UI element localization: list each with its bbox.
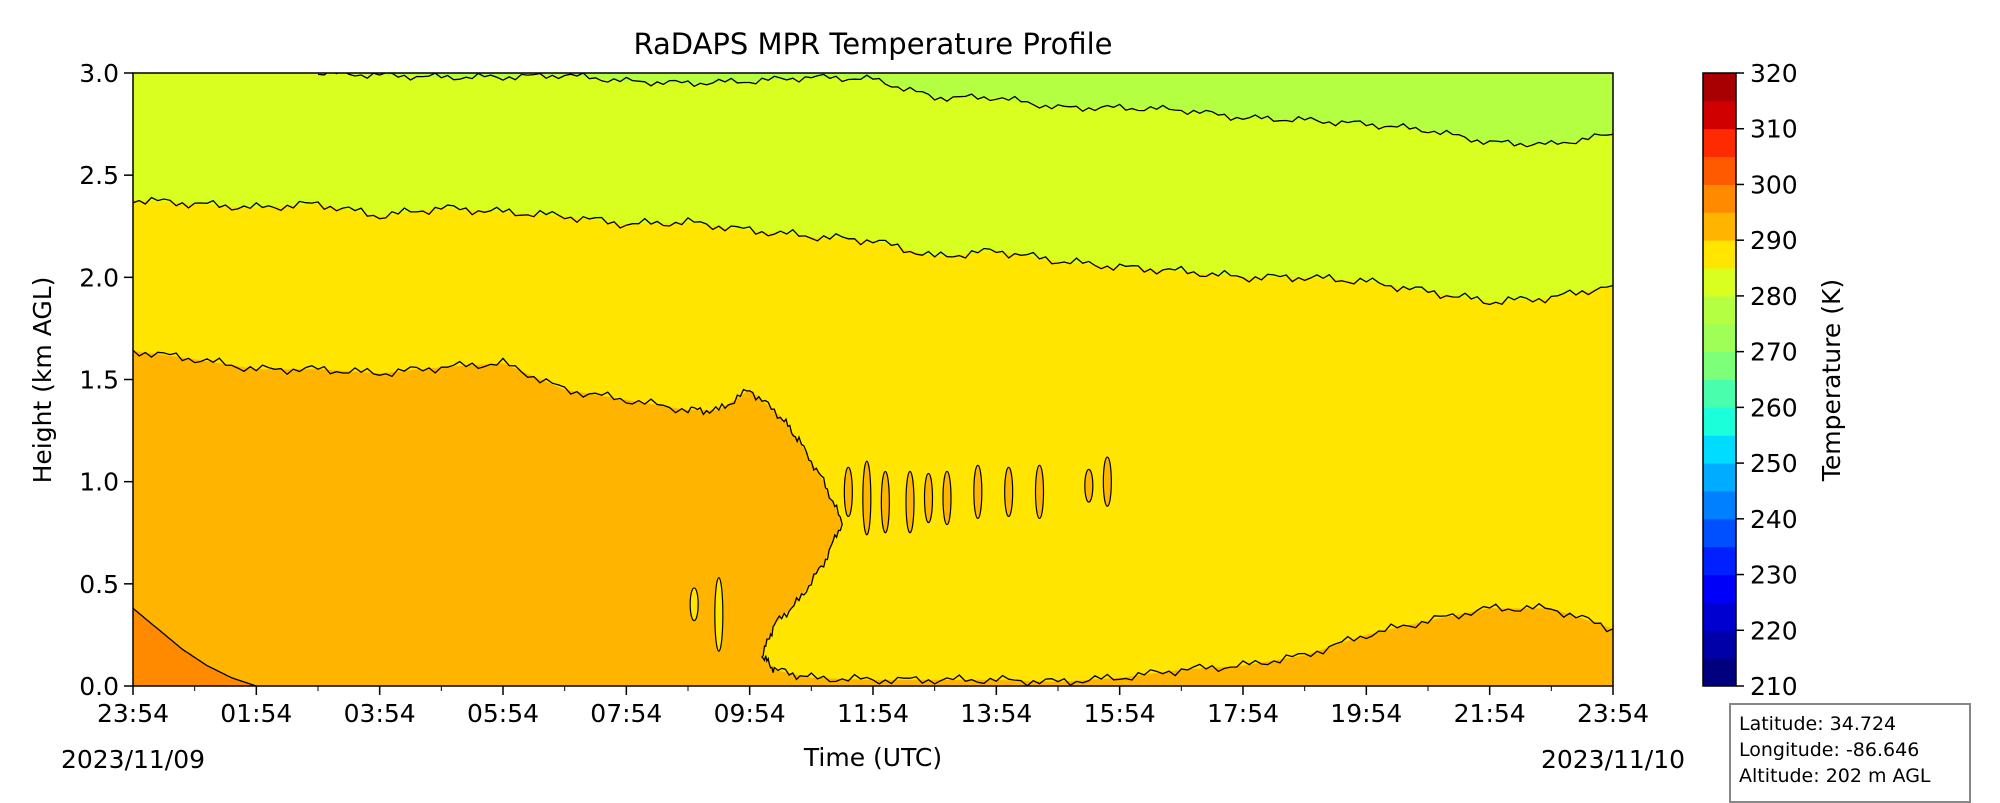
x-tick-label: 21:54 (1454, 699, 1526, 728)
contour-cell (862, 460, 872, 536)
colorbar-tick-label: 210 (1750, 672, 1798, 701)
contour-cell (973, 464, 983, 520)
contour-cell (1102, 456, 1112, 507)
colorbar-segment (1703, 379, 1736, 408)
contour-fills (133, 73, 1613, 686)
contour-line-285 (133, 349, 1613, 686)
colorbar-tick-label: 290 (1750, 226, 1798, 255)
start-date-label: 2023/11/09 (61, 745, 205, 774)
longitude-text: Longitude: -86.646 (1739, 739, 1920, 761)
band-290-295 (133, 608, 257, 686)
contour-line-290 (133, 607, 257, 686)
x-tick-label: 19:54 (1330, 699, 1402, 728)
end-date-label: 2023/11/10 (1541, 745, 1685, 774)
colorbar-segment (1703, 240, 1736, 269)
band-285-290 (133, 350, 1613, 686)
colorbar-segment (1703, 546, 1736, 576)
colorbar-segment (1703, 658, 1736, 687)
colorbar-tick-label: 260 (1750, 393, 1798, 422)
x-tick-label: 09:54 (714, 699, 786, 728)
colorbar-segment (1703, 212, 1736, 241)
x-tick-label: 11:54 (837, 699, 909, 728)
y-tick-label: 0.5 (79, 570, 119, 599)
x-tick-label: 03:54 (344, 699, 416, 728)
colorbar-segment (1703, 351, 1736, 380)
colorbar-segment (1703, 435, 1736, 464)
colorbar-segment (1703, 156, 1736, 185)
colorbar-label: Temperature (K) (1817, 279, 1846, 482)
x-tick-label: 17:54 (1207, 699, 1279, 728)
colorbar-tick-label: 220 (1750, 616, 1798, 645)
contour-cell (714, 577, 724, 652)
station-info-box: Latitude: 34.724 Longitude: -86.646 Alti… (1729, 703, 1971, 803)
colorbar: 210 220 230 240 250 260 270 280 290 300 310 320 (1702, 59, 1798, 701)
colorbar-tick-label: 310 (1750, 115, 1798, 144)
x-axis-label: Time (UTC) (803, 743, 942, 772)
contour-line-280 (133, 196, 1613, 306)
colorbar-tick-label: 230 (1750, 561, 1798, 590)
colorbar-segment (1703, 463, 1736, 492)
colorbar-tick-label: 250 (1750, 449, 1798, 478)
x-axis: 23:54 01:54 03:54 05:54 07:54 09:54 11:54 13:54… (97, 686, 1649, 728)
y-tick-label: 1.5 (79, 366, 119, 395)
y-tick-label: 0.0 (79, 672, 119, 701)
colorbar-segment (1703, 407, 1736, 436)
colorbar-segment (1703, 100, 1736, 130)
x-tick-label: 05:54 (467, 699, 539, 728)
colorbar-segment (1703, 518, 1736, 548)
x-tick-label: 15:54 (1084, 699, 1156, 728)
contour-cell (923, 472, 934, 524)
altitude-text: Altitude: 202 m AGL (1739, 765, 1931, 787)
y-tick-label: 2.0 (79, 263, 119, 292)
colorbar-segment (1703, 602, 1736, 631)
contour-cell (689, 587, 699, 622)
contour-cell (905, 470, 915, 534)
colorbar-segment (1703, 295, 1736, 325)
colorbar-segment (1703, 490, 1736, 520)
colorbar-segment (1703, 323, 1736, 353)
colorbar-segment (1703, 128, 1736, 158)
colorbar-frame (1702, 72, 1737, 687)
y-axis-label: Height (km AGL) (28, 277, 57, 484)
colorbar-segment (1703, 574, 1736, 603)
colorbar-segment (1703, 184, 1736, 213)
contour-lines (133, 73, 1613, 686)
contour-cell (942, 470, 952, 526)
contour-cell (1004, 466, 1014, 518)
colorbar-segment (1703, 630, 1736, 659)
colorbar-tick-label: 240 (1750, 505, 1798, 534)
y-axis: 0.0 0.5 1.0 1.5 2.0 2.5 3.0 (79, 59, 133, 701)
contour-cell (1084, 468, 1094, 503)
colorbar-tick-label: 270 (1750, 338, 1798, 367)
x-tick-label: 07:54 (590, 699, 662, 728)
band-270-275 (318, 73, 1613, 145)
contour-cell (1034, 464, 1045, 520)
colorbar-tick-label: 280 (1750, 282, 1798, 311)
y-tick-label: 3.0 (79, 59, 119, 88)
latitude-text: Latitude: 34.724 (1739, 713, 1897, 735)
colorbar-tick-label: 320 (1750, 59, 1798, 88)
chart-title: RaDAPS MPR Temperature Profile (633, 27, 1112, 61)
x-tick-label: 13:54 (960, 699, 1032, 728)
colorbar-segment (1703, 73, 1736, 102)
y-tick-label: 2.5 (79, 161, 119, 190)
colorbar-segment (1703, 268, 1736, 297)
colorbar-tick-label: 300 (1750, 170, 1798, 199)
y-tick-label: 1.0 (79, 468, 119, 497)
contour-cell (843, 466, 853, 518)
x-tick-label: 23:54 (97, 699, 169, 728)
x-tick-label: 23:54 (1577, 699, 1649, 728)
contour-cell (880, 470, 890, 534)
contour-line-275 (317, 73, 1613, 148)
x-tick-label: 01:54 (220, 699, 292, 728)
